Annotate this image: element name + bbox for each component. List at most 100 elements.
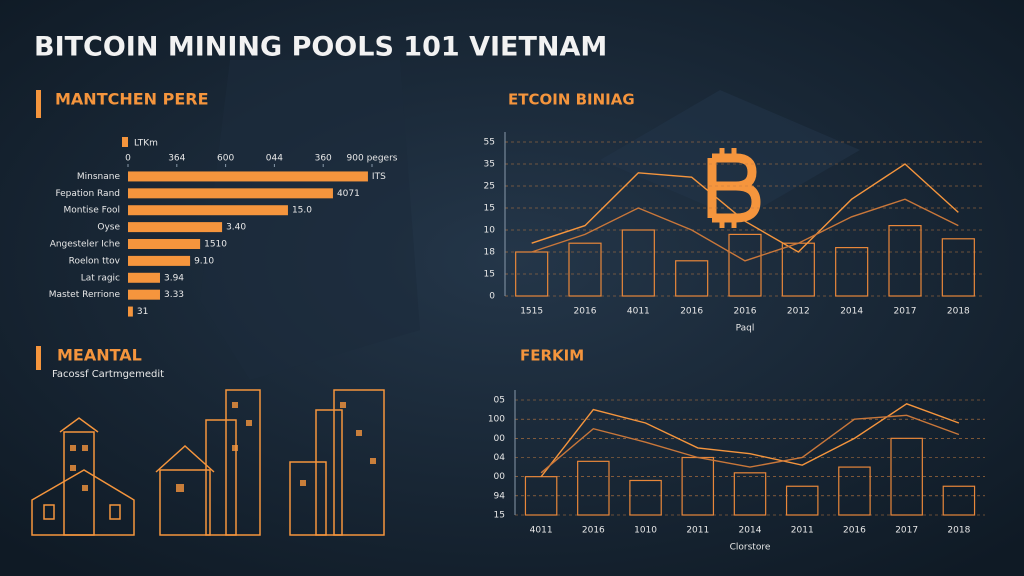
bar	[728, 233, 762, 297]
x-axis-label: Clorstore	[730, 543, 771, 553]
bar	[835, 247, 869, 297]
bar-label: ITS	[372, 172, 386, 182]
y-tick-label: 94	[494, 491, 506, 501]
section-marker	[36, 346, 41, 370]
chart-title: ETCOIN BINIAG	[508, 91, 635, 109]
y-tick-label: 10	[484, 226, 496, 236]
bar-label: 3.94	[164, 273, 184, 283]
x-tick-label: 1515	[520, 307, 543, 317]
bar-label: 1510	[204, 240, 227, 250]
y-tick-label: Oyse	[97, 223, 120, 233]
y-tick-label: 00	[494, 434, 506, 444]
bar-label: 31	[137, 307, 148, 317]
y-tick-label: Angesteler Iche	[50, 240, 121, 250]
bar	[577, 460, 610, 516]
x-tick-label: 2016	[843, 526, 866, 536]
chart-title: MANTCHEN PERE	[55, 90, 209, 109]
y-tick-label: 15	[484, 204, 495, 214]
chart-title: FERKIM	[520, 347, 584, 365]
building-windows	[70, 402, 376, 492]
x-tick-label: 2011	[791, 526, 814, 536]
y-tick-label: 100	[488, 415, 505, 425]
x-tick-label: 2011	[686, 526, 709, 536]
bar	[785, 485, 819, 516]
bar	[629, 479, 662, 516]
x-tick-label: 4011	[627, 307, 650, 317]
line	[531, 198, 959, 262]
line	[531, 163, 959, 253]
y-tick-label: 04	[494, 453, 506, 463]
y-tick-label: Minsnane	[77, 172, 121, 182]
y-tick-label: Roelon ttov	[69, 256, 121, 266]
bar	[128, 255, 191, 266]
y-tick-label: Fepation Rand	[55, 189, 120, 199]
x-axis-label: Paql	[736, 324, 755, 334]
bar	[128, 222, 223, 233]
bar	[890, 437, 923, 516]
x-tick-label: 2018	[947, 526, 970, 536]
section-marker	[36, 90, 41, 118]
y-tick-label: 15	[494, 511, 505, 521]
bar	[128, 306, 133, 317]
x-tick-label: 2017	[894, 307, 917, 317]
bar	[128, 272, 160, 283]
x-tick-label: 0	[125, 154, 131, 164]
bar-label: 3.40	[226, 223, 246, 233]
bar	[733, 472, 767, 516]
y-tick-label: 35	[484, 160, 495, 170]
bitcoin-logo	[707, 148, 761, 228]
y-tick-label: 05	[494, 396, 505, 406]
x-tick-label: 2014	[739, 526, 762, 536]
x-tick-label: 900 pegers	[347, 154, 398, 164]
illustration-title: MEANTAL	[57, 346, 142, 365]
bar	[128, 188, 333, 199]
bar-label: 4071	[337, 189, 360, 199]
line	[540, 403, 960, 478]
line	[540, 414, 960, 474]
bar	[838, 466, 871, 516]
y-tick-label: 00	[494, 472, 506, 482]
x-tick-label: 360	[315, 154, 332, 164]
bar-label: 15.0	[292, 206, 312, 216]
x-tick-label: 600	[217, 154, 234, 164]
bar	[888, 225, 922, 297]
bar	[128, 171, 368, 182]
bar	[128, 205, 288, 216]
y-tick-label: 0	[489, 292, 495, 302]
legend-swatch	[122, 137, 128, 147]
backdrop-shape	[200, 60, 420, 380]
y-tick-label: Montise Fool	[64, 206, 120, 216]
x-tick-label: 044	[266, 154, 283, 164]
bar-label: 9.10	[194, 256, 214, 266]
x-tick-label: 2012	[787, 307, 810, 317]
legend-label: LTKm	[134, 139, 158, 149]
bar	[568, 242, 602, 297]
bar	[621, 229, 655, 297]
y-tick-label: Mastet Rerrione	[49, 290, 121, 300]
bar-label: 3.33	[164, 290, 184, 300]
illustration-subtitle: Facossf Cartmgemedit	[52, 369, 164, 380]
bar	[941, 238, 975, 297]
x-tick-label: 2018	[947, 307, 970, 317]
y-tick-label: 15	[484, 270, 495, 280]
page-title: BITCOIN MINING POOLS 101 VIETNAM	[34, 32, 607, 63]
x-tick-label: 364	[168, 154, 185, 164]
x-tick-label: 4011	[530, 526, 553, 536]
x-tick-label: 2016	[680, 307, 703, 317]
bar	[128, 239, 201, 249]
bar	[675, 260, 709, 297]
bar	[128, 289, 160, 300]
x-tick-label: 1010	[634, 526, 657, 536]
y-tick-label: Lat ragic	[81, 273, 120, 283]
x-tick-label: 2016	[734, 307, 757, 317]
buildings	[31, 389, 385, 536]
bar	[942, 485, 976, 516]
x-tick-label: 2016	[574, 307, 597, 317]
x-tick-label: 2014	[840, 307, 863, 317]
x-tick-label: 2016	[582, 526, 605, 536]
y-tick-label: 18	[484, 248, 496, 258]
y-tick-label: 25	[484, 182, 495, 192]
